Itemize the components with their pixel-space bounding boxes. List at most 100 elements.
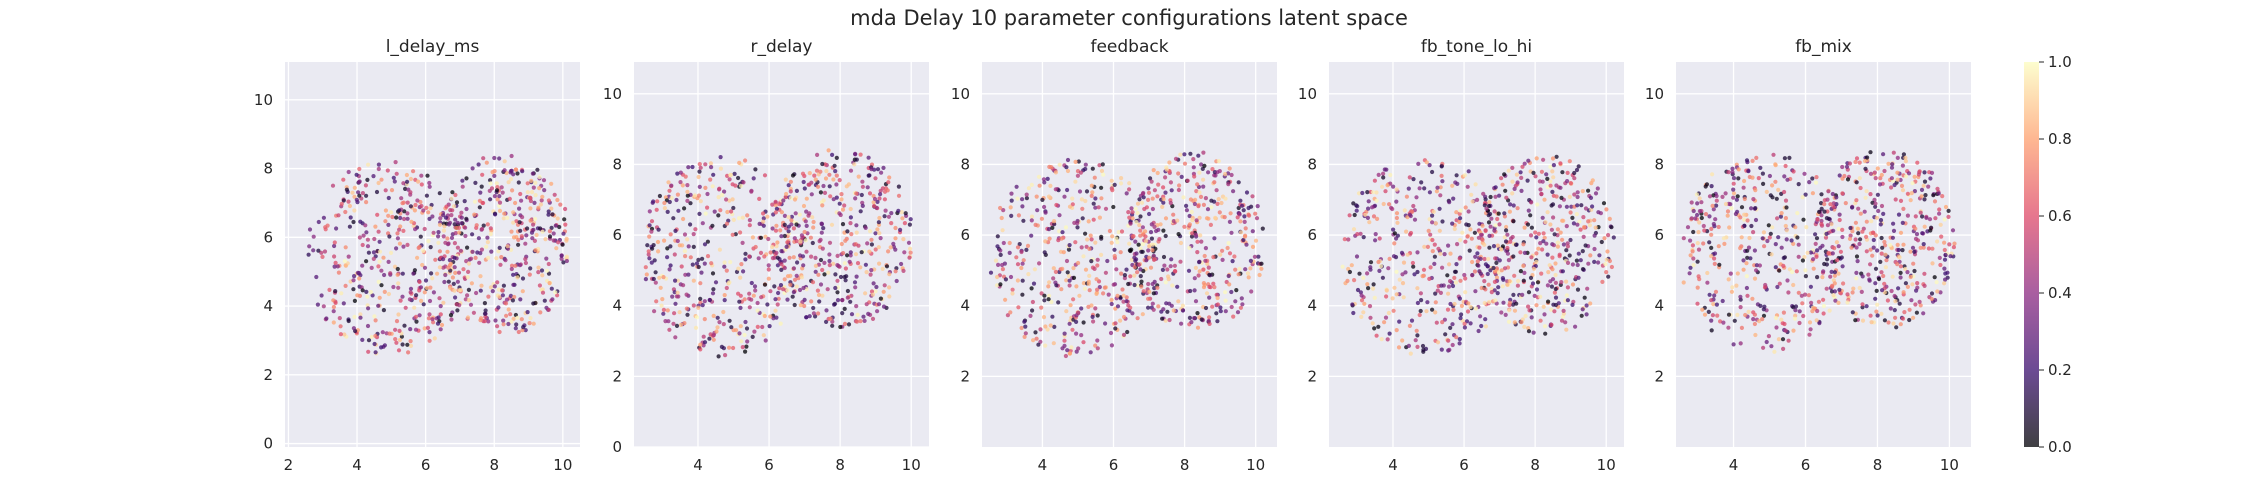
scatter-point bbox=[448, 268, 453, 273]
scatter-point bbox=[412, 305, 417, 310]
scatter-point bbox=[360, 263, 365, 268]
scatter-point bbox=[1102, 285, 1107, 290]
scatter-point bbox=[1250, 244, 1256, 249]
scatter-point bbox=[877, 231, 882, 236]
scatter-point bbox=[1533, 230, 1538, 235]
scatter-point bbox=[1916, 172, 1921, 177]
scatter-point bbox=[1518, 170, 1523, 175]
scatter-point bbox=[1383, 189, 1388, 194]
scatter-point bbox=[352, 298, 357, 303]
scatter-point bbox=[389, 188, 395, 193]
scatter-point bbox=[783, 194, 789, 200]
scatter-point bbox=[647, 256, 652, 261]
scatter-point bbox=[540, 194, 545, 199]
scatter-point bbox=[1930, 261, 1935, 266]
scatter-point bbox=[1893, 197, 1898, 202]
scatter-point bbox=[364, 200, 369, 205]
scatter-point bbox=[672, 252, 677, 257]
scatter-point bbox=[1167, 160, 1172, 165]
scatter-point bbox=[1539, 271, 1544, 276]
scatter-point bbox=[429, 271, 434, 276]
scatter-point bbox=[1070, 327, 1075, 332]
scatter-point bbox=[1382, 320, 1387, 325]
scatter-point bbox=[531, 301, 536, 306]
scatter-point bbox=[840, 222, 846, 227]
scatter-point bbox=[1032, 267, 1037, 272]
scatter-point bbox=[443, 215, 449, 220]
scatter-point bbox=[1803, 292, 1808, 297]
scatter-point bbox=[815, 288, 821, 293]
scatter-point bbox=[656, 249, 661, 254]
scatter-point bbox=[688, 255, 693, 260]
scatter-point bbox=[1784, 237, 1789, 242]
scatter-point bbox=[1358, 290, 1363, 295]
scatter-point bbox=[766, 276, 771, 281]
scatter-point bbox=[1064, 278, 1069, 283]
scatter-point bbox=[1803, 274, 1808, 279]
scatter-point bbox=[1234, 288, 1239, 293]
scatter-point bbox=[1226, 241, 1231, 246]
scatter-point bbox=[1404, 229, 1409, 234]
scatter-point bbox=[452, 265, 457, 270]
scatter-point bbox=[693, 227, 698, 232]
scatter-point bbox=[1161, 185, 1166, 190]
scatter-point bbox=[1361, 235, 1366, 240]
scatter-point bbox=[1786, 290, 1791, 295]
scatter-point bbox=[1568, 210, 1573, 215]
scatter-point bbox=[1142, 206, 1147, 212]
scatter-point bbox=[1895, 262, 1900, 267]
scatter-point bbox=[882, 214, 887, 219]
scatter-point bbox=[853, 252, 859, 257]
scatter-point bbox=[1390, 296, 1395, 301]
scatter-point bbox=[1560, 269, 1565, 274]
scatter-point bbox=[464, 176, 469, 181]
scatter-point bbox=[1079, 306, 1084, 311]
scatter-point bbox=[457, 288, 462, 293]
y-tick-label: 10 bbox=[1645, 85, 1664, 103]
scatter-point bbox=[413, 327, 419, 332]
scatter-point bbox=[696, 264, 701, 270]
scatter-point bbox=[497, 194, 502, 199]
scatter-point bbox=[1516, 278, 1521, 284]
scatter-point bbox=[1777, 281, 1782, 286]
scatter-point bbox=[1891, 321, 1896, 326]
scatter-point bbox=[1089, 183, 1094, 188]
scatter-point bbox=[1553, 272, 1558, 278]
scatter-point bbox=[435, 271, 440, 276]
scatter-point bbox=[724, 221, 730, 226]
scatter-point bbox=[1192, 276, 1197, 281]
scatter-point bbox=[1731, 195, 1736, 200]
scatter-point bbox=[1702, 228, 1707, 233]
scatter-point bbox=[1473, 289, 1478, 294]
scatter-point bbox=[511, 220, 516, 225]
scatter-point bbox=[1528, 213, 1533, 218]
scatter-point bbox=[1497, 222, 1502, 227]
scatter-point bbox=[1220, 257, 1225, 262]
y-tick-label: 6 bbox=[960, 226, 970, 244]
scatter-point bbox=[1781, 263, 1786, 268]
scatter-point bbox=[1811, 266, 1816, 271]
scatter-point bbox=[1190, 231, 1195, 236]
scatter-point bbox=[1146, 197, 1151, 202]
scatter-point bbox=[779, 210, 785, 215]
scatter-point bbox=[1199, 317, 1204, 322]
scatter-point bbox=[505, 244, 510, 249]
scatter-point bbox=[481, 200, 486, 206]
scatter-point bbox=[818, 169, 823, 174]
scatter-point bbox=[1915, 281, 1920, 286]
scatter-point bbox=[517, 220, 522, 225]
scatter-point bbox=[515, 275, 520, 280]
scatter-point bbox=[1805, 250, 1810, 255]
scatter-point bbox=[1177, 183, 1182, 188]
scatter-point bbox=[1448, 251, 1453, 256]
scatter-point bbox=[1421, 267, 1427, 272]
scatter-point bbox=[889, 221, 894, 226]
scatter-point bbox=[1586, 219, 1591, 224]
scatter-point bbox=[322, 249, 328, 254]
scatter-point bbox=[715, 315, 720, 320]
scatter-point bbox=[1084, 189, 1090, 194]
scatter-point bbox=[347, 224, 352, 229]
scatter-point bbox=[1144, 258, 1149, 263]
scatter-point bbox=[1355, 204, 1360, 209]
